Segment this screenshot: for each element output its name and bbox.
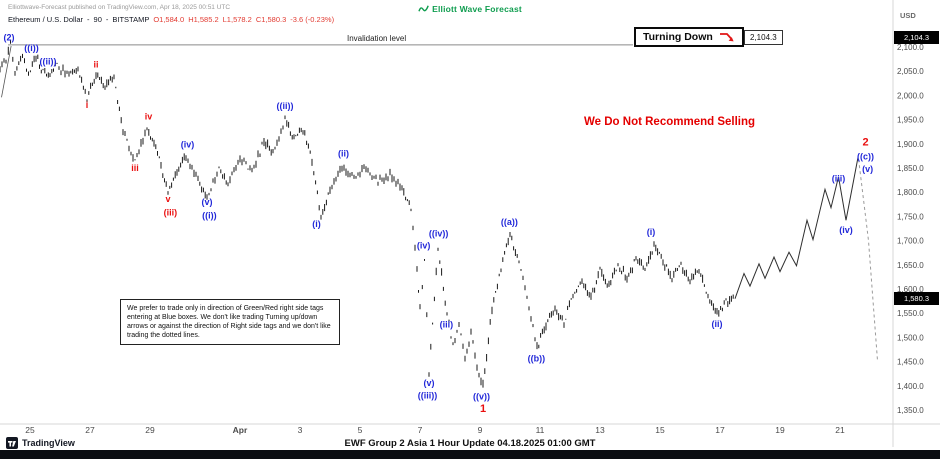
wave-label: i	[86, 100, 89, 110]
no-selling-text: We Do Not Recommend Selling	[584, 116, 756, 128]
wave-label: (iv)	[417, 240, 431, 250]
currency-label: USD	[900, 11, 916, 20]
wave-label: (v)	[202, 197, 213, 207]
symbol-info-row: Ethereum / U.S. Dollar - 90 - BITSTAMP O…	[8, 15, 334, 24]
time-tick: 17	[715, 425, 725, 435]
last-price-badge: 1,580.3	[894, 291, 939, 305]
time-tick: 29	[145, 425, 155, 435]
turning-down-arrow-icon	[719, 33, 734, 42]
price-tick: 1,700.0	[897, 237, 924, 246]
wave-icon	[418, 5, 429, 12]
separator: -	[105, 15, 109, 24]
change-value: -3.6 (-0.23%)	[290, 15, 335, 24]
price-tick: 1,950.0	[897, 116, 924, 125]
time-tick: Apr	[233, 425, 248, 435]
price-tick: 1,800.0	[897, 188, 924, 197]
trendline	[1, 45, 12, 98]
wave-label: iv	[145, 112, 153, 122]
trading-note-box: We prefer to trade only in direction of …	[120, 299, 340, 346]
invalidation-price-box: 2,104.3	[744, 30, 783, 45]
wave-label: (i)	[312, 219, 321, 229]
wave-label: (2)	[4, 33, 15, 43]
wave-label: ((b))	[528, 354, 546, 364]
symbol-name[interactable]: Ethereum / U.S. Dollar	[8, 15, 84, 24]
price-tick: 1,550.0	[897, 309, 924, 318]
tradingview-logo-icon	[6, 437, 18, 449]
price-tick: 2,000.0	[897, 91, 924, 100]
wave-label: (iv)	[839, 225, 853, 235]
candlesticks	[0, 39, 734, 388]
turning-down-label: Turning Down	[643, 31, 713, 43]
dashed-projection-line	[858, 159, 878, 361]
wave-label: (iii)	[440, 320, 454, 330]
price-tick: 1,750.0	[897, 212, 924, 221]
price-tick: 2,050.0	[897, 67, 924, 76]
wave-label: ((v))	[473, 391, 490, 401]
wave-label: ((i))	[202, 210, 217, 220]
wave-label: ((iv))	[429, 229, 449, 239]
wave-label: (iii)	[832, 174, 846, 184]
wave-label: ((c))	[857, 151, 874, 161]
wave-label: (v)	[862, 164, 873, 174]
price-tick: 1,600.0	[897, 285, 924, 294]
separator: -	[87, 15, 90, 24]
price-tick: 1,500.0	[897, 333, 924, 342]
wave-label: ii	[93, 59, 98, 69]
wave-label: 2	[862, 137, 868, 149]
price-tick: 1,400.0	[897, 382, 924, 391]
price-tick: 1,850.0	[897, 164, 924, 173]
price-tick: 1,900.0	[897, 140, 924, 149]
wave-label: (v)	[424, 378, 435, 388]
wave-label: ((i))	[24, 43, 39, 53]
open-value: O1,584.0	[153, 15, 185, 24]
invalidation-label: Invalidation level	[347, 34, 407, 43]
price-tick: 2,100.0	[897, 43, 924, 52]
turning-down-box: Turning Down	[634, 27, 744, 47]
price-tick: 1,350.0	[897, 406, 924, 415]
update-title: EWF Group 2 Asia 1 Hour Update 04.18.202…	[344, 438, 596, 449]
wave-label: (ii)	[712, 319, 723, 329]
time-tick: 3	[298, 425, 303, 435]
price-tick: 1,650.0	[897, 261, 924, 270]
price-tick: 1,450.0	[897, 358, 924, 367]
wave-label: (iv)	[181, 140, 195, 150]
wave-label: (ii)	[338, 148, 349, 158]
time-tick: 27	[85, 425, 95, 435]
time-tick: 25	[25, 425, 35, 435]
interval-value[interactable]: 90	[93, 15, 102, 24]
wave-label: (iii)	[164, 207, 178, 217]
wave-label: ((a))	[501, 217, 518, 227]
time-tick: 5	[358, 425, 363, 435]
wave-label: ((iii))	[418, 390, 438, 400]
brand-logo: Elliott Wave Forecast	[418, 3, 522, 14]
low-value: L1,578.2	[222, 15, 252, 24]
wave-label: 1	[480, 403, 486, 415]
exchange-name: BITSTAMP	[112, 15, 150, 24]
time-tick: 11	[536, 425, 545, 435]
time-tick: 15	[655, 425, 665, 435]
wave-label: ((ii))	[40, 56, 57, 66]
close-value: C1,580.3	[255, 15, 287, 24]
alert-price-badge: 2,104.3	[894, 30, 939, 44]
brand-name: Elliott Wave Forecast	[432, 3, 522, 14]
wave-label: ((ii))	[277, 101, 294, 111]
bottom-bar	[0, 450, 940, 459]
time-tick: 19	[775, 425, 785, 435]
tradingview-link[interactable]: TradingView	[6, 437, 75, 449]
time-tick: 21	[835, 425, 845, 435]
time-tick: 13	[595, 425, 605, 435]
high-value: H1,585.2	[188, 15, 219, 24]
wave-label: v	[165, 194, 170, 204]
time-tick: 9	[478, 425, 483, 435]
tradingview-label: TradingView	[22, 438, 75, 448]
projection-line	[734, 157, 859, 299]
publish-info: Elliottwave-Forecast published on Tradin…	[8, 4, 231, 11]
wave-label: iii	[131, 163, 139, 173]
wave-label: (i)	[647, 227, 656, 237]
time-tick: 7	[418, 425, 423, 435]
